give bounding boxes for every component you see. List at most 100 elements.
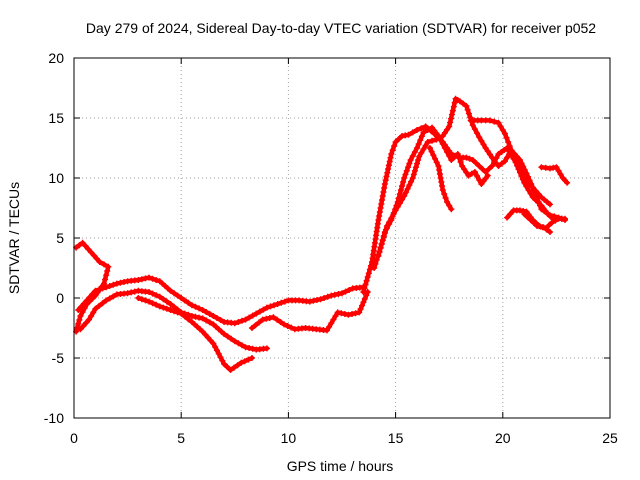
data-point-marker — [505, 139, 512, 145]
data-point-marker — [387, 154, 394, 161]
data-point-marker — [382, 177, 389, 184]
data-point-marker — [334, 309, 341, 316]
data-point-marker — [281, 321, 288, 328]
data-point-marker — [75, 320, 82, 327]
data-point-marker — [221, 331, 228, 337]
data-point-marker — [324, 293, 331, 300]
data-point-marker — [156, 293, 163, 300]
data-point-marker — [424, 127, 431, 133]
data-point-marker — [217, 354, 224, 361]
series-track-13 — [521, 211, 553, 235]
data-point-marker — [507, 211, 514, 217]
x-tick-label: 20 — [495, 430, 511, 446]
data-point-marker — [377, 205, 384, 211]
data-series — [73, 95, 571, 373]
x-tick-label: 10 — [281, 430, 297, 446]
data-point-marker — [213, 315, 220, 321]
data-point-marker — [437, 175, 444, 181]
series-track-5 — [248, 289, 371, 334]
data-point-marker — [379, 193, 386, 199]
data-point-marker — [476, 177, 483, 183]
data-point-marker — [256, 319, 263, 326]
data-point-marker — [384, 169, 391, 176]
data-point-marker — [88, 313, 95, 319]
data-point-marker — [393, 202, 400, 209]
data-point-marker — [511, 150, 518, 157]
data-point-marker — [430, 152, 437, 159]
data-point-marker — [212, 344, 219, 350]
data-point-marker — [77, 313, 84, 319]
data-point-marker — [106, 283, 113, 289]
data-point-marker — [386, 158, 393, 165]
data-point-marker — [557, 171, 564, 178]
data-point-marker — [454, 151, 461, 157]
data-point-marker — [450, 103, 457, 110]
data-point-marker — [441, 129, 448, 136]
x-tick-label: 25 — [602, 430, 618, 446]
data-point-marker — [138, 296, 145, 303]
data-point-marker — [83, 297, 90, 304]
data-point-marker — [376, 213, 383, 219]
data-point-marker — [83, 319, 90, 326]
data-point-marker — [469, 122, 476, 129]
data-point-marker — [342, 288, 349, 295]
data-point-marker — [523, 183, 530, 190]
data-point-marker — [498, 160, 505, 167]
data-point-marker — [99, 285, 106, 292]
data-point-marker — [495, 163, 502, 169]
series-track-3 — [77, 287, 270, 353]
data-point-marker — [420, 129, 427, 136]
data-point-marker — [545, 222, 552, 229]
data-point-marker — [436, 167, 443, 173]
data-point-marker — [323, 327, 330, 334]
data-point-marker — [259, 316, 266, 323]
data-point-marker — [181, 313, 188, 320]
data-point-marker — [385, 166, 392, 172]
data-point-marker — [375, 253, 382, 259]
data-point-marker — [86, 294, 93, 301]
data-point-marker — [457, 159, 464, 165]
data-point-marker — [503, 134, 510, 141]
data-point-marker — [206, 311, 213, 317]
data-point-marker — [203, 309, 210, 315]
data-point-marker — [406, 182, 413, 189]
data-point-marker — [486, 151, 493, 158]
data-point-marker — [142, 275, 149, 282]
series-track-12 — [538, 164, 571, 186]
data-point-marker — [378, 201, 385, 207]
data-point-marker — [459, 163, 466, 169]
series-track-6 — [360, 123, 558, 295]
data-point-marker — [153, 301, 160, 308]
data-point-marker — [480, 141, 487, 148]
data-point-marker — [339, 290, 345, 297]
data-point-marker — [196, 305, 203, 312]
data-point-marker — [167, 307, 174, 313]
data-point-marker — [521, 211, 528, 217]
data-point-marker — [349, 311, 356, 317]
data-point-marker — [234, 362, 241, 369]
data-point-marker — [245, 356, 252, 363]
data-point-marker — [381, 229, 388, 235]
data-point-marker — [451, 99, 458, 106]
grid-lines — [74, 58, 610, 418]
data-point-marker — [549, 219, 556, 226]
data-point-marker — [174, 292, 181, 299]
data-point-marker — [406, 160, 413, 167]
data-point-marker — [402, 189, 409, 196]
data-point-marker — [552, 217, 559, 224]
data-point-marker — [306, 298, 313, 305]
data-point-marker — [432, 155, 439, 162]
data-point-marker — [326, 323, 333, 330]
data-point-marker — [238, 359, 245, 366]
data-point-marker — [501, 130, 508, 137]
data-point-marker — [241, 358, 248, 365]
data-point-marker — [171, 290, 178, 297]
data-point-marker — [403, 167, 410, 174]
data-point-marker — [274, 301, 281, 307]
data-point-marker — [360, 299, 367, 306]
data-point-marker — [321, 295, 328, 301]
data-point-marker — [501, 158, 508, 165]
data-point-marker — [448, 157, 455, 163]
data-point-marker — [463, 169, 470, 176]
data-point-marker — [435, 163, 442, 169]
